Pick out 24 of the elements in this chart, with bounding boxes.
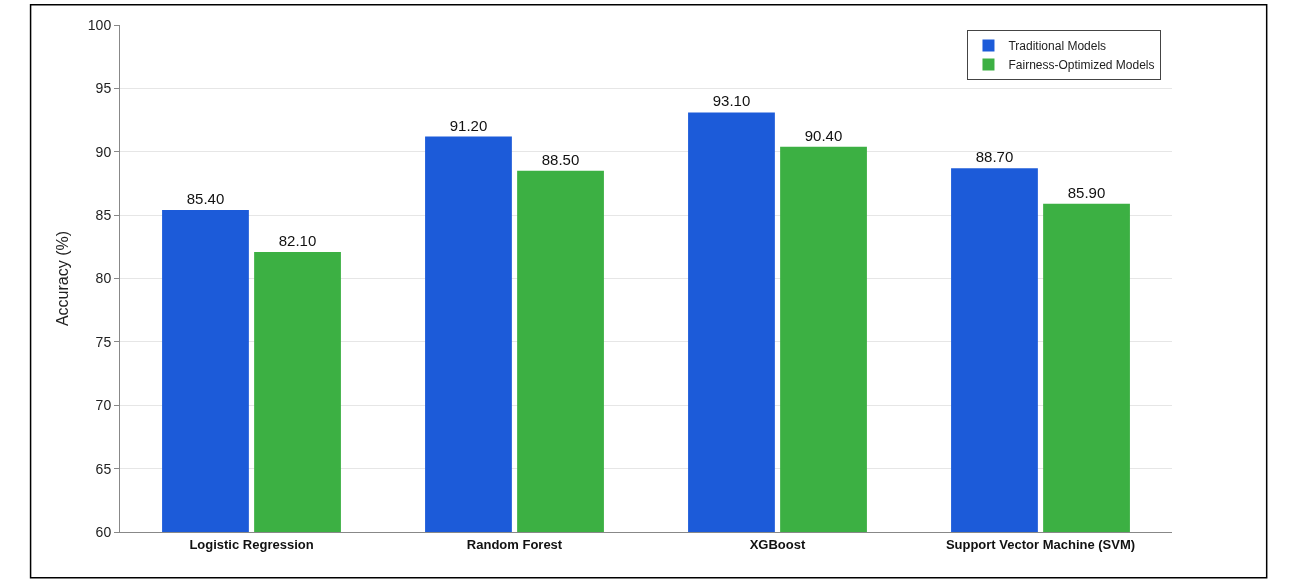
data-label: 85.40 <box>186 190 225 208</box>
x-tick-label: Logistic Regression <box>189 536 314 552</box>
y-tick-label: 100 <box>87 16 112 33</box>
x-tick-label: Support Vector Machine (SVM) <box>945 536 1136 552</box>
data-label: 91.20 <box>449 116 488 134</box>
y-tick-label: 60 <box>95 523 112 540</box>
data-label: 88.70 <box>975 148 1014 166</box>
data-label: 93.10 <box>712 92 751 110</box>
legend-label: Traditional Models <box>1008 39 1107 54</box>
y-tick-label: 90 <box>95 143 112 160</box>
data-label: 88.50 <box>541 150 580 168</box>
y-tick-label: 70 <box>95 397 112 414</box>
x-tick-label: XGBoost <box>749 536 806 552</box>
data-label: 90.40 <box>804 126 843 144</box>
y-tick-label: 85 <box>95 207 112 224</box>
data-label: 85.90 <box>1067 183 1106 201</box>
y-tick-label: 95 <box>95 80 112 97</box>
y-tick-label: 75 <box>95 333 112 350</box>
legend-label: Fairness-Optimized Models <box>1008 58 1155 73</box>
y-tick-label: 65 <box>95 460 112 477</box>
y-axis-title: Accuracy (%) <box>53 230 71 327</box>
y-tick-label: 80 <box>95 270 112 287</box>
x-tick-label: Random Forest <box>466 536 563 552</box>
data-label: 82.10 <box>278 231 317 249</box>
